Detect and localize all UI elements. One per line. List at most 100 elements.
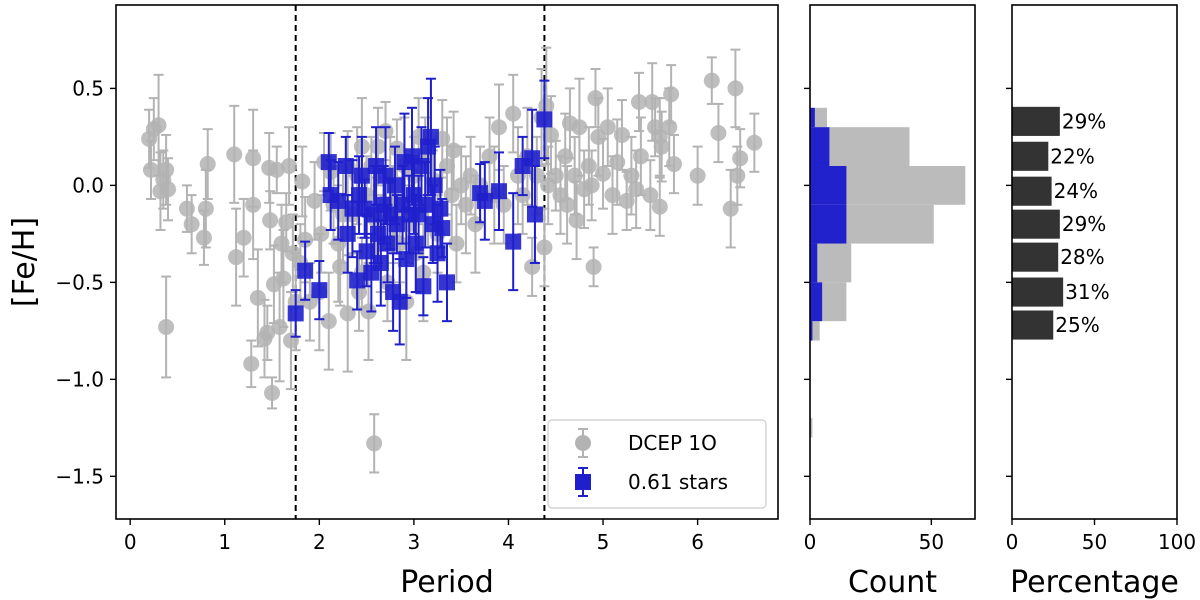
data-point — [426, 177, 443, 194]
data-point — [422, 128, 439, 145]
data-point — [526, 206, 543, 223]
data-point — [505, 233, 522, 250]
data-point — [710, 125, 727, 142]
data-point — [583, 177, 600, 194]
data-point — [665, 156, 682, 173]
data-point — [330, 192, 347, 209]
y-tick-label: 0.5 — [72, 76, 104, 100]
data-point — [415, 278, 432, 295]
data-point — [372, 254, 389, 271]
hist-bar — [810, 282, 823, 322]
data-point — [398, 251, 415, 268]
data-point — [391, 293, 408, 310]
data-point — [379, 235, 396, 252]
data-point — [386, 177, 403, 194]
data-point — [311, 282, 328, 299]
data-point — [491, 119, 508, 136]
data-point — [439, 274, 455, 291]
hist-bar — [810, 204, 847, 244]
data-point — [145, 121, 162, 138]
data-point — [158, 161, 175, 178]
hist-series-stars-061 — [810, 107, 847, 341]
data-point — [268, 161, 285, 178]
data-point — [199, 156, 216, 173]
hist-bar — [810, 321, 820, 341]
data-point — [651, 198, 668, 215]
data-point — [661, 119, 678, 136]
y-tick-label: −1.5 — [55, 464, 104, 488]
legend-label: 0.61 stars — [628, 470, 728, 494]
data-point — [297, 231, 314, 248]
data-point — [599, 119, 616, 136]
data-point — [262, 212, 279, 229]
pct-x-tick-label: 50 — [1082, 530, 1107, 554]
data-point — [524, 150, 541, 167]
data-point — [235, 229, 252, 246]
data-point — [407, 235, 424, 252]
data-point — [632, 148, 649, 165]
data-point — [349, 272, 366, 289]
data-point — [226, 146, 243, 163]
percentage-bar-label: 31% — [1065, 280, 1109, 304]
hist-x-axis-label: Count — [848, 565, 937, 600]
data-point — [559, 196, 576, 213]
hist-x-tick-label: 0 — [804, 530, 817, 554]
data-point — [476, 192, 493, 209]
data-point — [259, 324, 276, 341]
data-point — [344, 200, 361, 217]
percentage-bar-label: 29% — [1062, 109, 1106, 133]
hist-bar — [810, 418, 813, 438]
data-point — [727, 80, 744, 97]
legend-label: DCEP 1O — [628, 431, 717, 455]
data-point — [294, 173, 311, 190]
data-point — [568, 212, 585, 229]
percentage-bar — [1012, 176, 1052, 206]
data-point — [413, 157, 430, 174]
percentage-bars: 29% 22% 24% 29% 28% 31% 25% — [1012, 106, 1110, 340]
data-point — [339, 305, 356, 322]
data-point — [642, 187, 659, 204]
data-point — [337, 157, 354, 174]
data-point — [158, 318, 175, 335]
data-point — [432, 200, 449, 217]
series-stars-061 — [287, 77, 553, 346]
data-point — [243, 355, 260, 372]
data-point — [417, 196, 434, 213]
series-dcep-1o — [141, 46, 763, 474]
data-point — [388, 216, 405, 233]
data-point — [278, 214, 295, 231]
data-point — [524, 258, 541, 275]
data-point — [369, 138, 386, 155]
data-point — [264, 384, 281, 401]
data-point — [722, 200, 739, 217]
data-point — [689, 167, 706, 184]
data-point — [313, 225, 330, 242]
data-point — [630, 93, 647, 110]
y-axis-label: [Fe/H] — [7, 217, 42, 307]
percentage-bar-label: 22% — [1050, 144, 1094, 168]
data-point — [228, 249, 245, 266]
x-tick-label: 2 — [313, 530, 326, 554]
main-scatter-panel: 0 1 2 3 4 5 6 0.5 0.0 −0.5 −1.0 −1.5 Period [Fe/H] DCE… — [7, 4, 779, 600]
data-point — [287, 305, 304, 322]
data-point — [320, 313, 337, 330]
data-point — [160, 181, 177, 198]
data-point — [306, 192, 323, 209]
data-point — [388, 140, 405, 157]
hist-bar — [810, 243, 818, 283]
legend-marker-square — [575, 474, 591, 490]
hist-axes-frame — [809, 4, 976, 520]
data-point — [448, 235, 465, 252]
x-tick-label: 3 — [408, 530, 421, 554]
x-axis-label: Period — [400, 565, 494, 600]
percentage-bar — [1012, 141, 1049, 171]
count-histogram-panel: 0 50 Count — [804, 4, 976, 600]
percentage-bar-panel: 29% 22% 24% 29% 28% 31% 25% 0 50 100 Percentage — [1006, 4, 1196, 600]
percentage-bar-label: 28% — [1060, 245, 1104, 269]
y-tick-label: 0.0 — [72, 173, 104, 197]
legend-marker-circle — [575, 435, 591, 451]
data-point — [351, 187, 368, 204]
data-point — [536, 239, 553, 256]
percentage-bar — [1012, 242, 1059, 272]
